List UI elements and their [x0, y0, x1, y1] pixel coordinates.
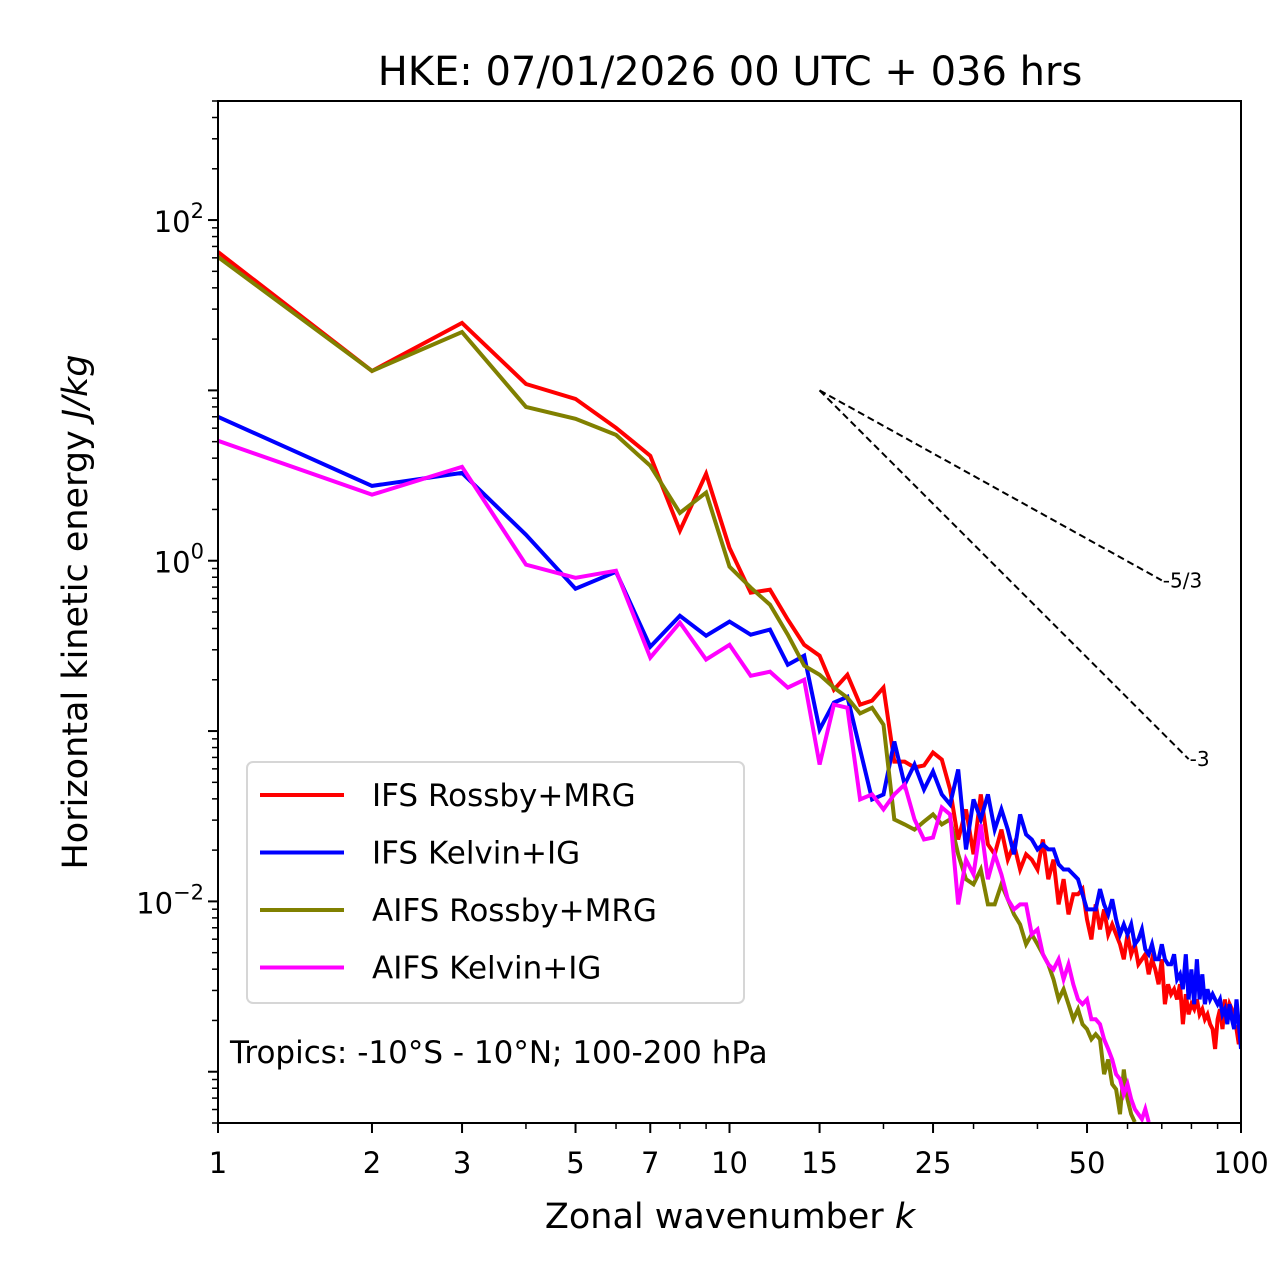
series-line-aifs-kelvin-ig: [218, 438, 1151, 1123]
y-tick-label: 102: [154, 199, 204, 239]
legend: IFS Rossby+MRG IFS Kelvin+IG AIFS Rossby+M…: [246, 761, 745, 1004]
chart-title: HKE: 07/01/2026 00 UTC + 036 hrs: [378, 49, 1083, 95]
x-tick-label: 25: [915, 1146, 952, 1180]
series-line-ifs-kelvin-ig: [218, 414, 1241, 1050]
y-axis-ticks: 102 100 10−2: [136, 100, 218, 1124]
x-tick-label: 50: [1069, 1146, 1106, 1180]
x-tick-label: 100: [1213, 1146, 1268, 1180]
legend-label: IFS Kelvin+IG: [372, 836, 580, 872]
legend-label: AIFS Rossby+MRG: [372, 893, 657, 929]
x-tick-label: 5: [566, 1146, 584, 1180]
x-axis-label: Zonal wavenumber k: [545, 1197, 917, 1237]
legend-frame: [246, 761, 745, 1004]
reference-slope-label: -5/3: [1163, 568, 1202, 592]
x-tick-label: 3: [453, 1146, 471, 1180]
y-tick-label: 10−2: [136, 880, 204, 920]
x-tick-label: 7: [641, 1146, 659, 1180]
series-line-ifs-rossby-mrg: [218, 250, 1241, 1050]
region-annotation: Tropics: -10°S - 10°N; 100-200 hPa: [229, 1035, 768, 1071]
reference-lines: -5/3 -3: [818, 389, 1210, 771]
x-tick-label: 10: [711, 1146, 748, 1180]
series-layer: [218, 250, 1241, 1123]
x-tick-label: 1: [209, 1146, 227, 1180]
reference-slope-line: [818, 389, 1190, 760]
legend-label: AIFS Kelvin+IG: [372, 951, 601, 987]
y-tick-label: 100: [154, 540, 204, 580]
reference-slope-label: -3: [1190, 747, 1210, 771]
x-tick-label: 2: [363, 1146, 381, 1180]
y-axis-label: Horizontal kinetic energy J/kg: [56, 354, 96, 869]
x-axis-ticks: 1 2 3 5 7 10 15 25 50 100: [209, 1123, 1269, 1180]
series-line-aifs-rossby-mrg: [218, 255, 1137, 1123]
legend-label: IFS Rossby+MRG: [372, 778, 636, 814]
x-tick-label: 15: [801, 1146, 838, 1180]
